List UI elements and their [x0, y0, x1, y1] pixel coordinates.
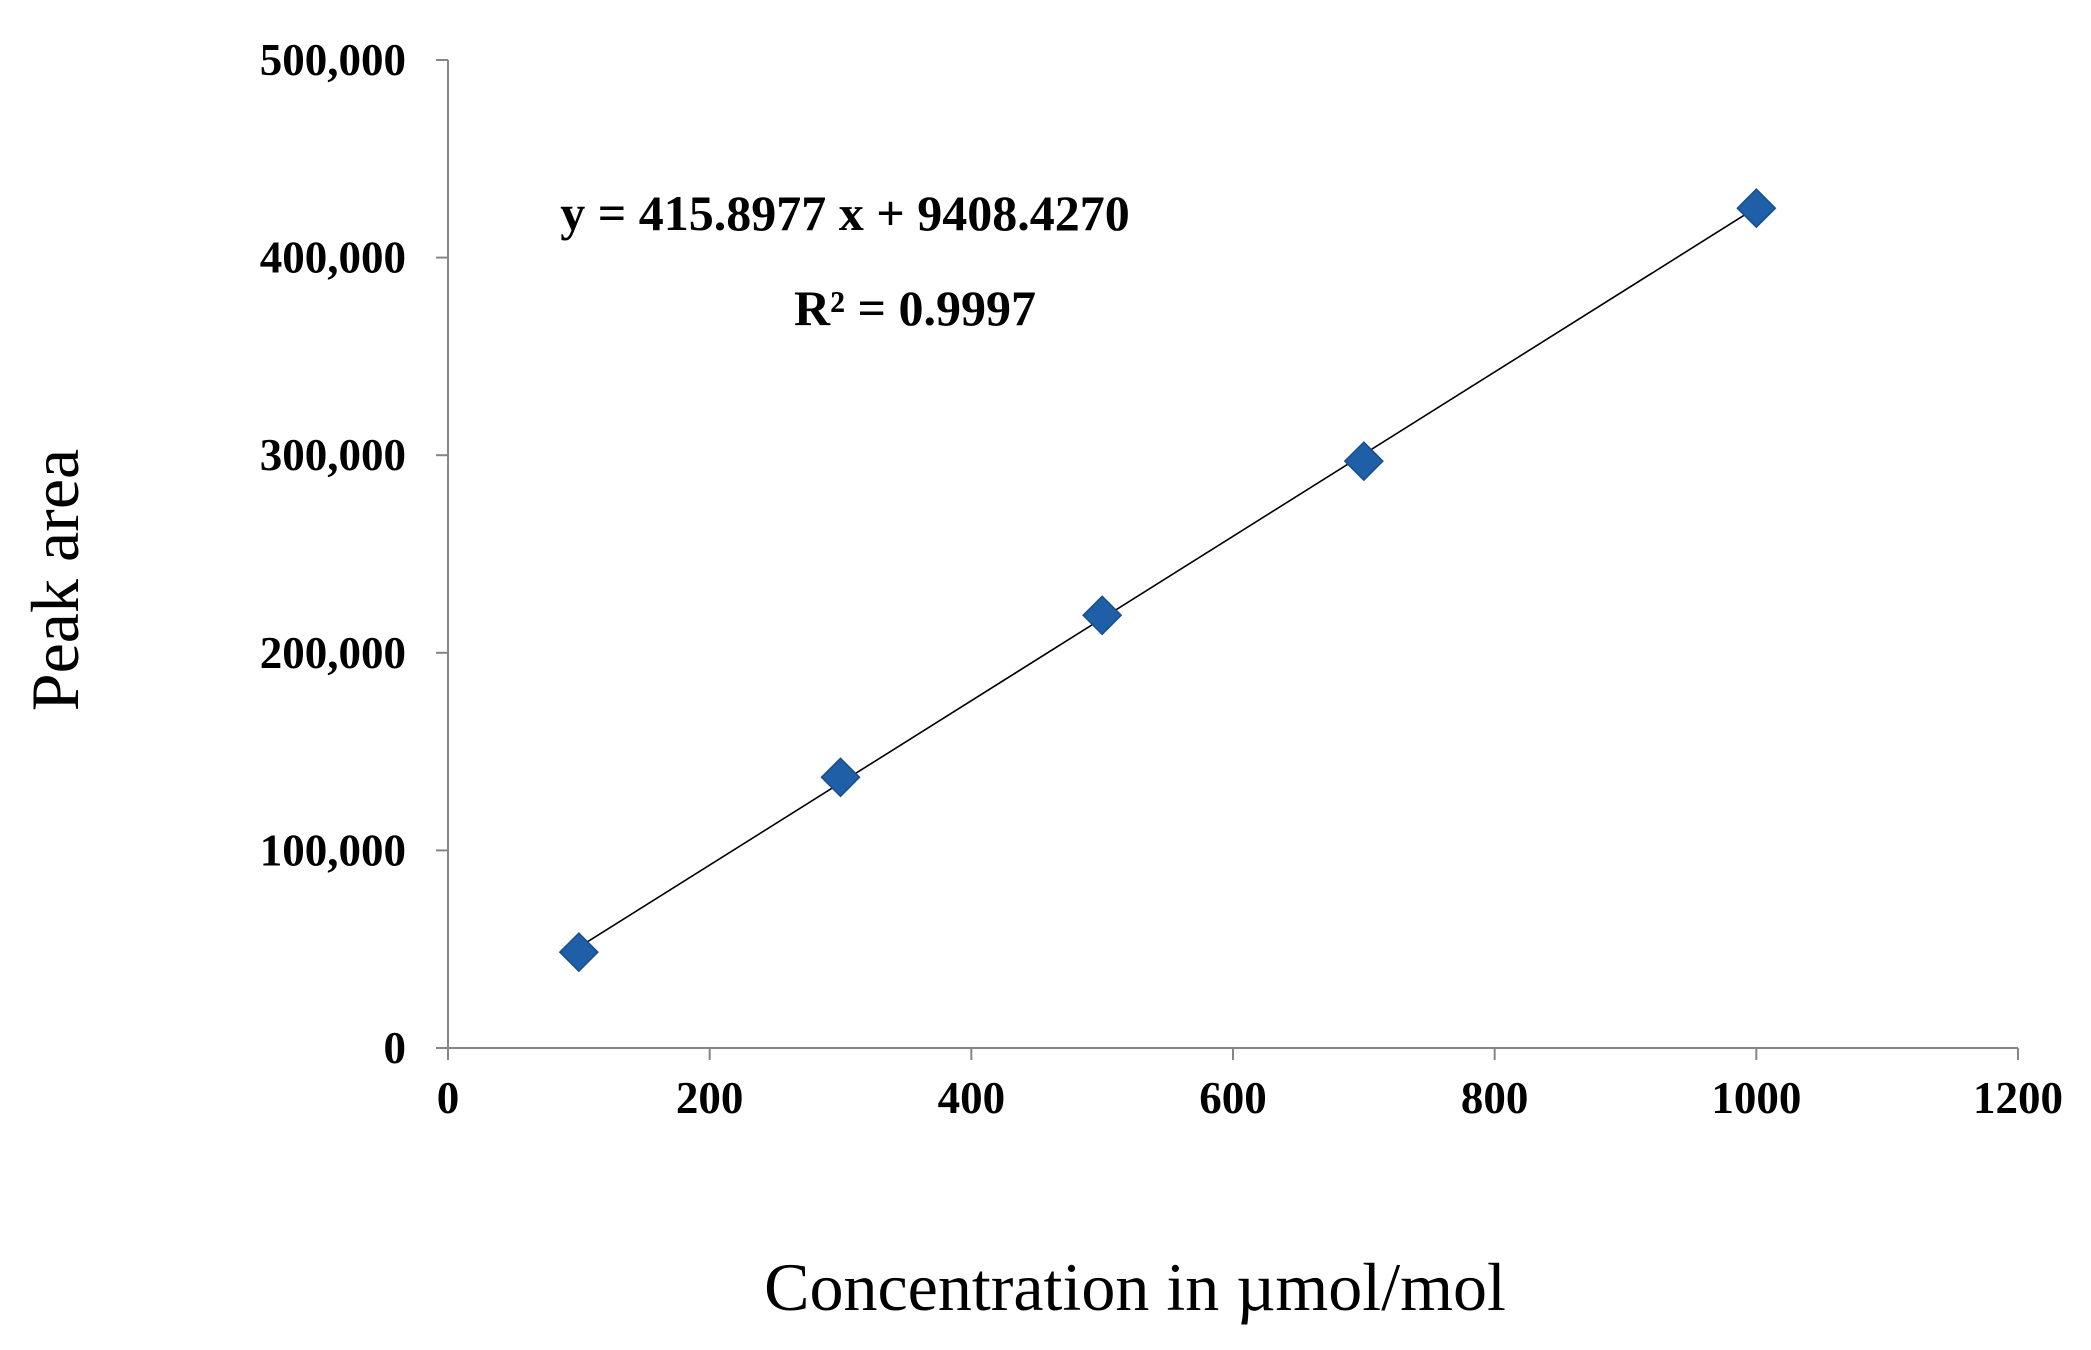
x-tick-label: 0 — [437, 1073, 460, 1123]
y-tick-label: 400,000 — [260, 233, 406, 283]
data-point-diamond — [1082, 595, 1123, 636]
y-tick-label: 200,000 — [260, 628, 406, 678]
y-tick-label: 300,000 — [260, 430, 406, 480]
x-tick-label: 1200 — [1973, 1073, 2063, 1123]
x-tick-label: 800 — [1461, 1073, 1529, 1123]
data-point-diamond — [1736, 188, 1777, 229]
y-tick-label: 0 — [384, 1023, 407, 1073]
equation-label: y = 415.8977 x + 9408.4270 — [560, 185, 1129, 241]
y-tick-label: 500,000 — [260, 35, 406, 85]
y-axis-title: Peak area — [17, 449, 93, 711]
y-axis-ticks: 0 100,000 200,000 300,000 400,000 500,000 — [260, 35, 448, 1073]
x-tick-label: 1000 — [1711, 1073, 1801, 1123]
data-point-diamond — [558, 932, 599, 973]
x-tick-label: 600 — [1199, 1073, 1267, 1123]
y-tick-label: 100,000 — [260, 825, 406, 875]
data-points — [558, 188, 1777, 973]
x-tick-label: 400 — [938, 1073, 1006, 1123]
data-point-diamond — [820, 757, 861, 798]
data-point-diamond — [1343, 441, 1384, 482]
trendline — [578, 206, 1757, 948]
r-squared-label: R² = 0.9997 — [794, 280, 1036, 336]
x-axis-ticks: 0 200 400 600 800 1000 1200 — [437, 1048, 2063, 1123]
x-axis-title: Concentration in µmol/mol — [764, 1249, 1506, 1325]
x-tick-label: 200 — [676, 1073, 744, 1123]
trendline-group — [578, 206, 1757, 948]
